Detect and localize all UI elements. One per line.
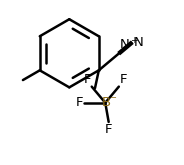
- Text: F: F: [83, 73, 91, 86]
- Text: $^{-}$: $^{-}$: [109, 94, 117, 107]
- Text: F: F: [105, 123, 112, 136]
- Text: B: B: [102, 96, 111, 109]
- Text: N$^+$: N$^+$: [119, 37, 140, 52]
- Text: F: F: [120, 73, 127, 86]
- Text: N: N: [134, 36, 143, 50]
- Text: F: F: [76, 96, 83, 109]
